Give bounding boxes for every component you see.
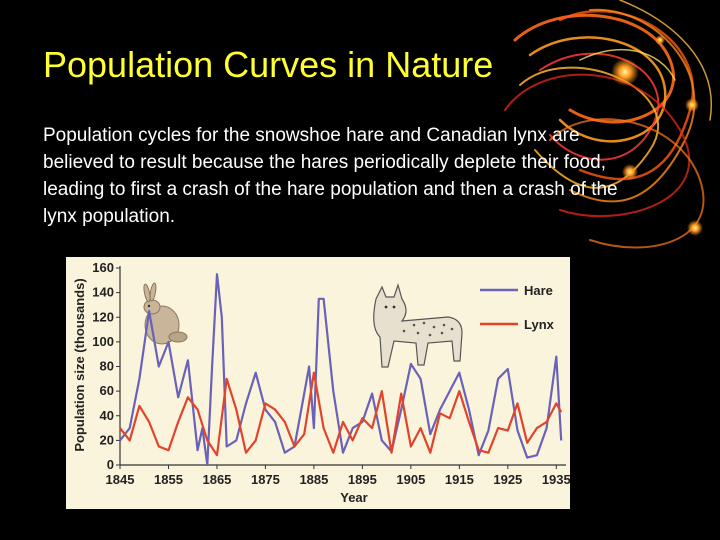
x-tick-label: 1915 (445, 472, 474, 487)
slide-body-text: Population cycles for the snowshoe hare … (43, 125, 618, 227)
x-tick-label: 1925 (493, 472, 522, 487)
y-tick-label: 160 (92, 260, 114, 275)
x-tick-label: 1875 (251, 472, 280, 487)
y-tick-label: 60 (100, 383, 114, 398)
x-tick-label: 1865 (202, 472, 231, 487)
chart-legend: Hare Lynx (480, 283, 555, 332)
legend-label-hare: Hare (524, 283, 553, 298)
hare-series-line (119, 273, 563, 467)
y-tick-label: 140 (92, 285, 114, 300)
lynx-illustration (373, 282, 463, 368)
slide-title: Population Curves in Nature (43, 44, 494, 85)
x-tick-label: 1855 (154, 472, 183, 487)
lynx-series-line (119, 371, 563, 457)
y-tick-label: 80 (100, 359, 114, 374)
population-chart-panel: 0 20 40 60 80 100 120 140 160 1845 1855 1865 1875 188… (66, 257, 570, 509)
x-tick-label: 1905 (396, 472, 425, 487)
y-axis-label: Population size (thousands) (72, 278, 87, 451)
y-tick-label: 120 (92, 309, 114, 324)
x-tick-label: 1935 (542, 472, 570, 487)
x-tick-label: 1885 (299, 472, 328, 487)
x-axis-label: Year (340, 490, 367, 505)
x-tick-label: 1845 (106, 472, 135, 487)
legend-label-lynx: Lynx (524, 317, 555, 332)
y-tick-label: 0 (107, 457, 114, 472)
chart-series-layer (119, 273, 563, 467)
population-chart: 0 20 40 60 80 100 120 140 160 1845 1855 1865 1875 188… (72, 260, 570, 505)
y-tick-label: 40 (100, 408, 114, 423)
chart-axes: 0 20 40 60 80 100 120 140 160 1845 1855 1865 1875 188… (92, 260, 570, 487)
y-tick-label: 100 (92, 334, 114, 349)
decorative-ribbon-swirl (504, 0, 712, 249)
y-tick-label: 20 (100, 432, 114, 447)
x-tick-label: 1895 (348, 472, 377, 487)
